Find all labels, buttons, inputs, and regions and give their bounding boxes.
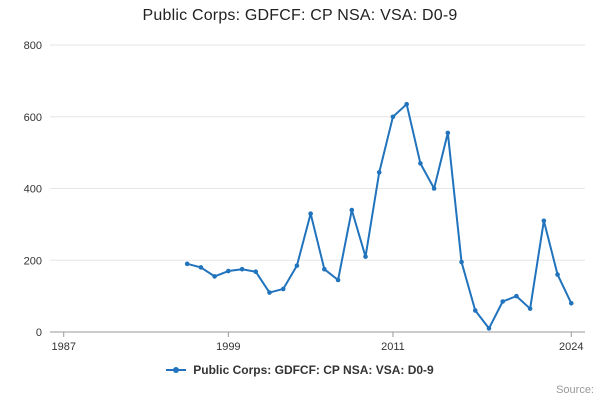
data-point: [184, 261, 190, 267]
data-line: [186, 103, 573, 330]
data-point: [376, 170, 382, 175]
data-point: [198, 265, 204, 270]
data-point: [459, 259, 464, 265]
data-point: [445, 130, 451, 136]
y-tick-label: 600: [24, 112, 42, 124]
data-point: [500, 299, 505, 304]
data-point: [363, 254, 368, 259]
data-point: [335, 277, 341, 283]
data-point: [527, 306, 533, 311]
data-point: [212, 274, 217, 279]
y-tick-label: 200: [24, 255, 42, 267]
data-point: [486, 326, 492, 331]
data-point: [472, 308, 478, 313]
data-point: [322, 266, 327, 272]
chart-title: Public Corps: GDFCF: CP NSA: VSA: D0-9: [142, 7, 458, 24]
x-tick-label: 1987: [51, 341, 75, 353]
source-label: Source:: [556, 384, 594, 396]
data-point: [308, 211, 313, 216]
legend-line-marker-icon: [166, 365, 187, 375]
x-tick-label: 2011: [381, 341, 405, 353]
data-point: [253, 269, 259, 275]
data-point: [404, 101, 409, 107]
x-tick-label: 2024: [559, 341, 583, 353]
data-point: [418, 161, 423, 166]
data-point: [555, 272, 560, 277]
y-tick-label: 400: [24, 184, 42, 196]
data-point: [294, 263, 300, 268]
data-point: [226, 268, 231, 274]
y-tick-label: 0: [36, 327, 42, 339]
data-point: [349, 207, 355, 213]
legend-label: Public Corps: GDFCF: CP NSA: VSA: D0-9: [193, 363, 434, 377]
data-point: [239, 266, 245, 272]
data-point: [568, 301, 574, 306]
data-point: [514, 293, 519, 299]
data-point: [280, 286, 286, 292]
data-point: [390, 114, 396, 120]
y-tick-label: 800: [24, 40, 42, 52]
legend-item[interactable]: Public Corps: GDFCF: CP NSA: VSA: D0-9: [0, 363, 600, 377]
data-point: [541, 218, 547, 224]
data-point: [431, 186, 437, 191]
data-point: [267, 290, 272, 295]
x-tick-label: 1999: [216, 341, 240, 353]
